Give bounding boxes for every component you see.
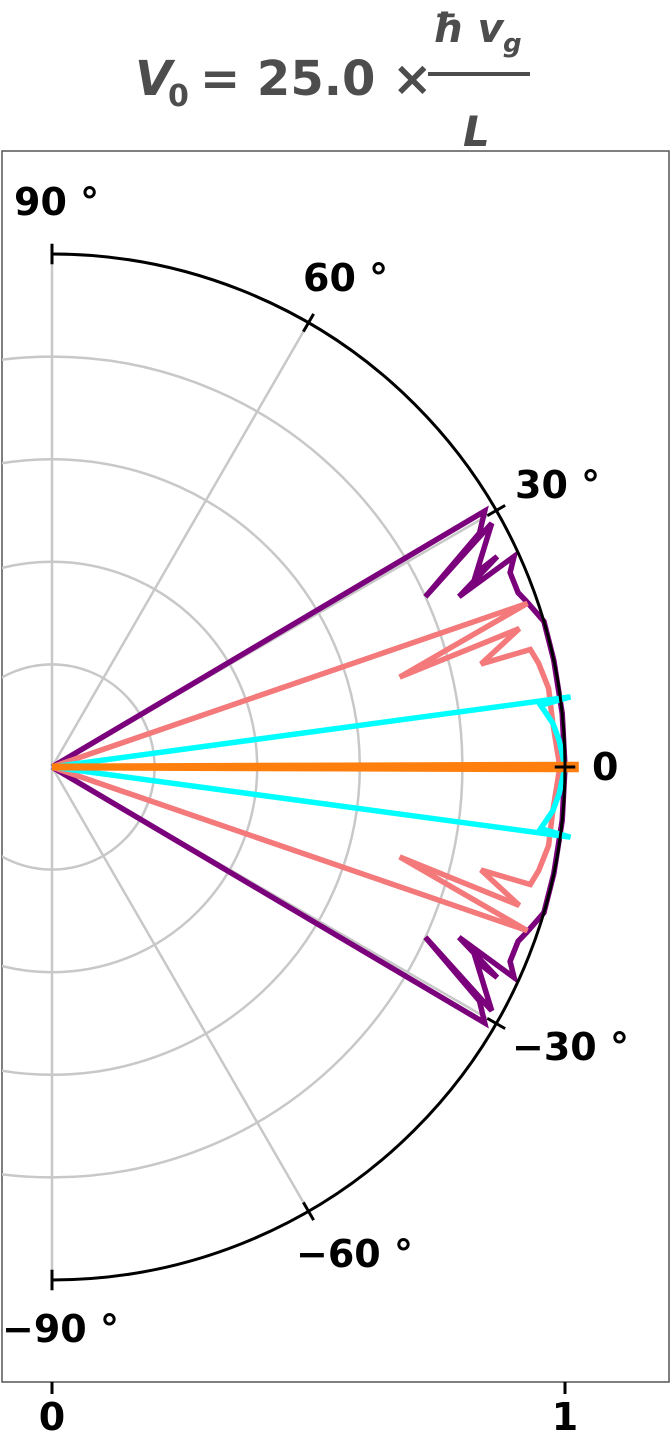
series-line-3 bbox=[51, 761, 579, 773]
x-tick-label-1: 1 bbox=[552, 1395, 578, 1439]
angle-tick-label-6: −90 ° bbox=[2, 1307, 119, 1351]
plot-frame bbox=[1, 150, 670, 1383]
axis-group bbox=[50, 243, 576, 1291]
angle-tick-mark-4 bbox=[486, 1017, 506, 1030]
angular-gridline-5 bbox=[50, 766, 310, 1212]
title-equals: = 25.0 × bbox=[200, 51, 432, 107]
angle-tick-label-4: −30 ° bbox=[512, 1025, 629, 1069]
angle-tick-label-1: 60 ° bbox=[303, 256, 388, 300]
chart-title: V 0 = 25.0 × ħ v g L bbox=[135, 6, 530, 156]
title-numerator: ħ v bbox=[432, 6, 506, 52]
title-lhs: V bbox=[135, 51, 176, 107]
title-denominator: L bbox=[463, 107, 490, 156]
angle-tick-label-5: −60 ° bbox=[296, 1232, 413, 1276]
title-lhs-subscript: 0 bbox=[168, 79, 189, 114]
x-tick-label-0: 0 bbox=[39, 1395, 65, 1439]
angle-tick-label-0: 90 ° bbox=[14, 180, 99, 224]
title-numerator-subscript: g bbox=[503, 29, 522, 59]
tick-labels: 90 ° 60 ° 30 ° 0 −30 ° −60 ° −90 ° 0 1 bbox=[2, 180, 629, 1439]
angle-tick-label-3: 0 bbox=[592, 745, 618, 789]
series-group bbox=[50, 505, 579, 1029]
angle-tick-label-2: 30 ° bbox=[515, 463, 600, 507]
angle-tick-mark-5 bbox=[302, 1201, 315, 1221]
angular-gridline-1 bbox=[50, 322, 310, 768]
angle-tick-mark-2 bbox=[486, 504, 506, 517]
angle-tick-mark-1 bbox=[302, 313, 315, 333]
